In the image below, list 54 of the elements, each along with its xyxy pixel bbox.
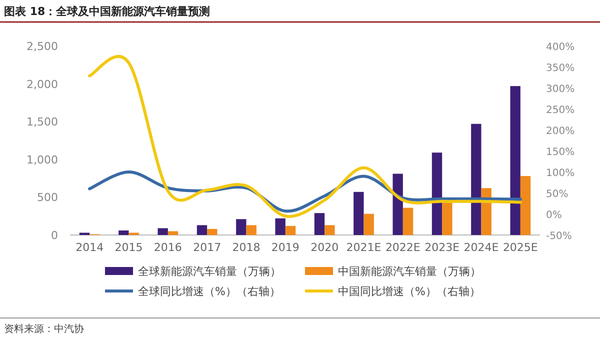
x-tick-label: 2023E — [424, 241, 460, 254]
bar — [510, 86, 520, 235]
text: 资料来源：中汽协 — [4, 323, 84, 335]
y-tick-label: 0 — [51, 229, 58, 242]
x-tick-label: 2018 — [232, 241, 260, 254]
bar — [392, 174, 403, 235]
legend-label: 中国新能源汽车销量（万辆） — [338, 265, 481, 278]
x-tick-label: 2016 — [154, 241, 182, 254]
y2-tick-label: 100% — [546, 168, 575, 179]
y-tick-label: 1,000 — [26, 153, 58, 166]
bar — [432, 152, 442, 235]
y-tick-label: 1,500 — [26, 116, 58, 129]
x-tick-label: 2017 — [193, 241, 222, 254]
x-tick-label: 2020 — [310, 241, 339, 254]
x-tick-label: 2025E — [502, 241, 538, 254]
y2-tick-label: -50% — [546, 231, 572, 242]
bar — [118, 230, 129, 235]
bar — [158, 228, 168, 235]
bar — [314, 213, 325, 235]
y2-tick-label: 200% — [546, 126, 575, 137]
x-tick-label: 2015 — [114, 241, 143, 254]
y2-tick-label: 50% — [546, 189, 568, 200]
bar — [364, 214, 374, 235]
y2-tick-label: 300% — [546, 84, 575, 95]
x-tick-label: 2021E — [346, 241, 382, 254]
y2-tick-label: 0% — [546, 210, 562, 221]
x-tick-label: 2019 — [271, 241, 300, 254]
bar — [442, 200, 452, 235]
y-tick-label: 2,000 — [26, 78, 58, 91]
bar — [520, 176, 531, 235]
bar — [471, 124, 482, 235]
bar — [196, 225, 208, 235]
x-tick-label: 2024E — [464, 241, 499, 254]
bar — [285, 226, 296, 235]
legend-label: 全球同比增速（%）（右轴） — [138, 285, 280, 298]
y2-tick-label: 250% — [546, 105, 575, 116]
y-tick-label: 2,500 — [26, 40, 58, 53]
bar — [168, 231, 178, 235]
bar — [402, 208, 414, 235]
y2-tick-label: 150% — [546, 147, 575, 158]
legend-label: 中国同比增速（%）（右轴） — [338, 285, 480, 298]
bar — [246, 225, 256, 235]
y2-tick-label: 350% — [546, 63, 575, 74]
bar — [354, 192, 364, 235]
bar — [324, 225, 335, 235]
bar — [275, 218, 286, 235]
bar — [207, 228, 218, 235]
x-tick-label: 2014 — [76, 241, 104, 254]
y-tick-label: 500 — [37, 191, 58, 204]
legend-label: 全球新能源汽车销量（万辆） — [138, 265, 281, 278]
bar — [236, 219, 246, 235]
x-tick-label: 2022E — [385, 241, 420, 254]
y2-tick-label: 400% — [546, 42, 575, 53]
chart-title: 图表 18：全球及中国新能源汽车销量预测 — [4, 5, 210, 18]
